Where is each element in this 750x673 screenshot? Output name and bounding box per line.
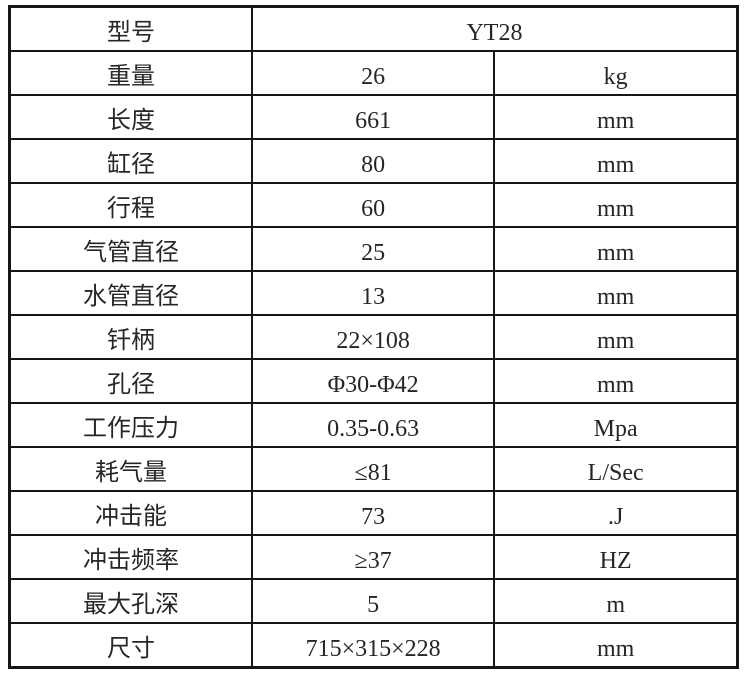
spec-table: 型号 YT28 重量 26 kg 长度 661 mm 缸径 80 mm 行程 6… — [8, 5, 739, 669]
spec-label: 冲击能 — [8, 490, 253, 536]
spec-value: 13 — [250, 270, 496, 316]
table-row-model: 型号 YT28 — [8, 5, 739, 52]
table-row: 钎柄 22×108 mm — [8, 314, 739, 360]
spec-unit: mm — [493, 314, 739, 360]
table-row: 最大孔深 5 m — [8, 578, 739, 624]
spec-label: 尺寸 — [8, 622, 253, 669]
spec-unit: kg — [493, 50, 739, 96]
spec-label: 长度 — [8, 94, 253, 140]
spec-label: 最大孔深 — [8, 578, 253, 624]
table-row: 冲击频率 ≥37 HZ — [8, 534, 739, 580]
table-row: 重量 26 kg — [8, 50, 739, 96]
spec-value: ≥37 — [250, 534, 496, 580]
table-row: 水管直径 13 mm — [8, 270, 739, 316]
table-row: 气管直径 25 mm — [8, 226, 739, 272]
spec-value: Φ30-Φ42 — [250, 358, 496, 404]
spec-unit: HZ — [493, 534, 739, 580]
spec-value: 80 — [250, 138, 496, 184]
spec-value: 5 — [250, 578, 496, 624]
spec-value: 60 — [250, 182, 496, 228]
spec-label: 缸径 — [8, 138, 253, 184]
spec-value: ≤81 — [250, 446, 496, 492]
spec-unit: Mpa — [493, 402, 739, 448]
spec-value: 22×108 — [250, 314, 496, 360]
spec-unit: mm — [493, 270, 739, 316]
spec-value: 715×315×228 — [250, 622, 496, 669]
spec-unit: mm — [493, 226, 739, 272]
spec-unit: mm — [493, 358, 739, 404]
spec-label: 行程 — [8, 182, 253, 228]
spec-value: 0.35-0.63 — [250, 402, 496, 448]
table-row: 行程 60 mm — [8, 182, 739, 228]
spec-unit: m — [493, 578, 739, 624]
spec-unit: mm — [493, 182, 739, 228]
spec-unit: mm — [493, 622, 739, 669]
spec-value: 661 — [250, 94, 496, 140]
spec-label: 耗气量 — [8, 446, 253, 492]
spec-label: 冲击频率 — [8, 534, 253, 580]
table-row: 尺寸 715×315×228 mm — [8, 622, 739, 669]
spec-unit: mm — [493, 138, 739, 184]
table-row: 冲击能 73 .J — [8, 490, 739, 536]
spec-label: 钎柄 — [8, 314, 253, 360]
spec-value-model: YT28 — [250, 5, 739, 52]
spec-label: 工作压力 — [8, 402, 253, 448]
spec-label: 重量 — [8, 50, 253, 96]
spec-value: 73 — [250, 490, 496, 536]
spec-value: 25 — [250, 226, 496, 272]
table-row: 工作压力 0.35-0.63 Mpa — [8, 402, 739, 448]
spec-unit: .J — [493, 490, 739, 536]
spec-unit: mm — [493, 94, 739, 140]
spec-value: 26 — [250, 50, 496, 96]
spec-unit: L/Sec — [493, 446, 739, 492]
spec-label: 气管直径 — [8, 226, 253, 272]
spec-label: 孔径 — [8, 358, 253, 404]
table-row: 缸径 80 mm — [8, 138, 739, 184]
spec-label: 水管直径 — [8, 270, 253, 316]
spec-label-model: 型号 — [8, 5, 253, 52]
table-row: 长度 661 mm — [8, 94, 739, 140]
table-row: 耗气量 ≤81 L/Sec — [8, 446, 739, 492]
table-row: 孔径 Φ30-Φ42 mm — [8, 358, 739, 404]
